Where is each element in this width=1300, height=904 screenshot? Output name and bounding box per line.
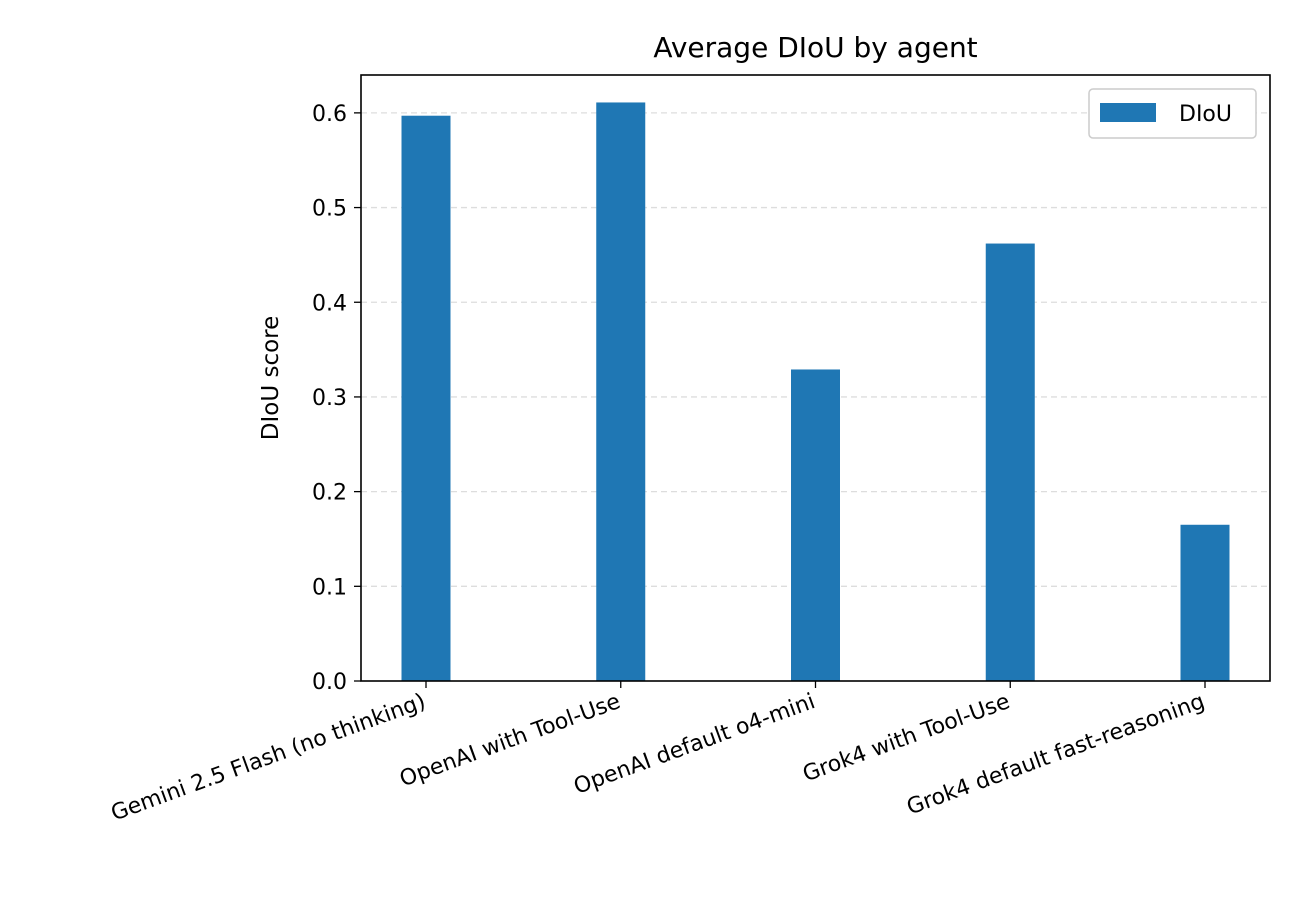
legend-label-diou: DIoU xyxy=(1179,102,1232,127)
y-axis-label: DIoU score xyxy=(258,316,284,441)
y-tick-label: 0.1 xyxy=(312,575,347,600)
y-tick-label: 0.2 xyxy=(312,481,347,506)
x-axis-ticks: Gemini 2.5 Flash (no thinking)OpenAI wit… xyxy=(108,681,1208,826)
y-tick-label: 0.5 xyxy=(312,197,347,222)
y-tick-label: 0.4 xyxy=(312,291,347,316)
bars xyxy=(401,102,1230,682)
y-tick-label: 0.6 xyxy=(312,102,347,127)
bar xyxy=(401,115,451,681)
bar xyxy=(1180,524,1230,681)
bar xyxy=(985,243,1035,681)
bar xyxy=(791,369,840,681)
legend-swatch xyxy=(1100,103,1156,122)
legend: DIoU xyxy=(1088,88,1257,139)
x-tick-label: Gemini 2.5 Flash (no thinking) xyxy=(108,689,429,826)
y-tick-label: 0.0 xyxy=(312,670,347,695)
y-tick-label: 0.3 xyxy=(312,386,347,411)
y-axis-ticks: 0.0 0.1 0.2 0.3 0.4 0.5 0.6 xyxy=(312,102,361,695)
bar xyxy=(596,102,646,682)
chart-title: Average DIoU by agent xyxy=(653,31,977,64)
legend-box xyxy=(1088,88,1257,139)
